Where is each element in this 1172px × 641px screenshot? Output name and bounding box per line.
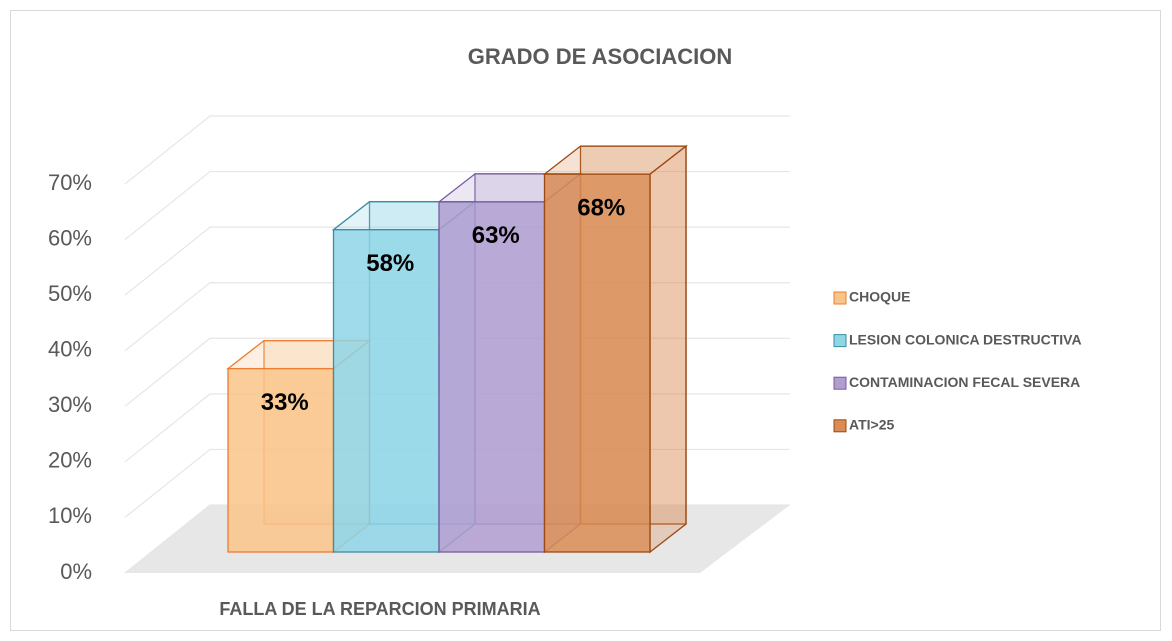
bar-side: [649, 144, 687, 554]
data-label: 58%: [366, 250, 414, 277]
grid-line: [124, 170, 790, 241]
y-tick-label: 40%: [48, 337, 92, 362]
data-label: 33%: [261, 389, 309, 416]
legend-label: ATI>25: [849, 417, 894, 433]
y-tick-label: 0%: [60, 559, 92, 584]
legend-label: CONTAMINACION FECAL SEVERA: [849, 374, 1080, 390]
legend-swatch: [833, 376, 847, 390]
y-tick-label: 50%: [48, 281, 92, 306]
y-tick-label: 70%: [48, 170, 92, 195]
y-tick-label: 30%: [48, 392, 92, 417]
y-tick-label: 60%: [48, 225, 92, 250]
bar: [227, 367, 335, 553]
legend-swatch: [833, 419, 847, 433]
chart-title: GRADO DE ASOCIACION: [468, 44, 732, 69]
x-axis-label: FALLA DE LA REPARCION PRIMARIA: [219, 599, 540, 619]
y-tick-label: 10%: [48, 503, 92, 528]
data-label: 68%: [577, 194, 625, 221]
data-label: 63%: [472, 222, 520, 249]
legend-label: CHOQUE: [849, 289, 910, 305]
grid-line: [124, 115, 790, 185]
legend-swatch: [833, 334, 847, 348]
legend-label: LESION COLONICA DESTRUCTIVA: [849, 331, 1082, 347]
bar: [438, 201, 546, 553]
legend-swatch: [833, 291, 847, 305]
bar: [543, 173, 651, 553]
y-tick-label: 20%: [48, 448, 92, 473]
bar: [332, 229, 440, 553]
